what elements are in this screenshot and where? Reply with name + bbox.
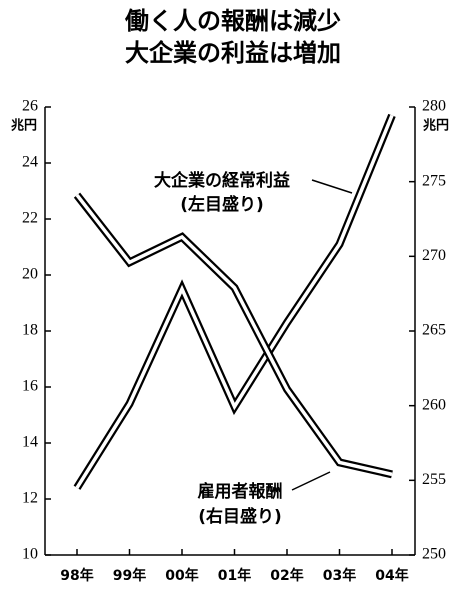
leader-line — [291, 471, 331, 491]
y2-tick-label: 280 — [422, 98, 446, 115]
x-tick-label: 02年 — [270, 567, 303, 584]
annotation: (左目盛り) — [180, 194, 264, 215]
y2-tick-label: 265 — [422, 322, 446, 339]
y-tick-label: 18 — [22, 322, 38, 339]
x-tick-label: 04年 — [375, 567, 408, 584]
y2-tick-label: 270 — [422, 247, 446, 264]
annotation: 雇用者報酬 — [198, 481, 283, 502]
x-tick-label: 00年 — [165, 567, 198, 584]
y2-tick-label: 255 — [422, 471, 446, 488]
y-tick-label: 16 — [22, 378, 38, 395]
y-tick-label: 22 — [22, 210, 38, 227]
leader-line — [311, 179, 353, 194]
x-tick-label: 99年 — [113, 567, 146, 584]
y2-unit: 兆円 — [423, 118, 449, 134]
y-tick-label: 26 — [22, 98, 38, 115]
x-tick-label: 01年 — [218, 567, 251, 584]
y-unit: 兆円 — [11, 118, 37, 134]
annotation: (右目盛り) — [198, 506, 282, 527]
x-tick-label: 03年 — [323, 567, 356, 584]
y-tick-label: 24 — [22, 154, 38, 171]
y2-tick-label: 260 — [422, 396, 446, 413]
y-tick-label: 12 — [22, 490, 38, 507]
y2-tick-label: 275 — [422, 172, 446, 189]
annotation: 大企業の経常利益 — [154, 170, 290, 191]
x-tick-label: 98年 — [60, 567, 93, 584]
y-tick-label: 14 — [22, 434, 38, 451]
series-line — [75, 114, 394, 489]
series-line — [75, 194, 393, 477]
y-tick-label: 20 — [22, 266, 38, 283]
y-tick-label: 10 — [22, 546, 38, 563]
chart-title: 大企業の利益は増加 — [125, 39, 341, 67]
chart-title: 働く人の報酬は減少 — [124, 7, 341, 35]
y2-tick-label: 250 — [422, 546, 446, 563]
